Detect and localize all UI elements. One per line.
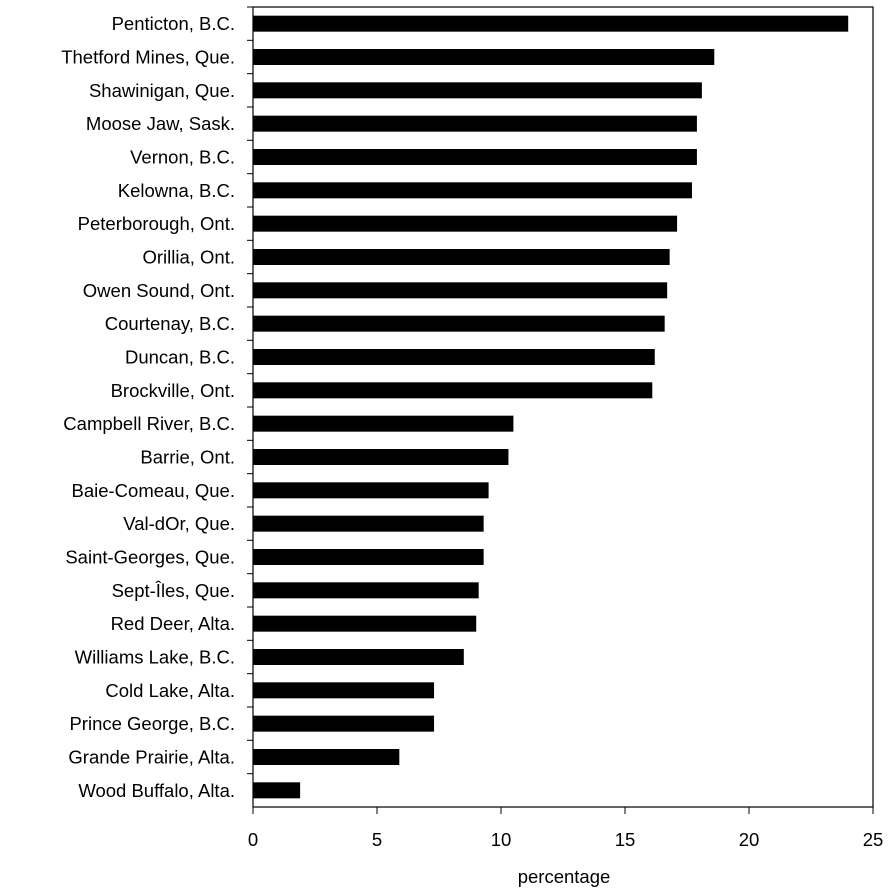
category-label: Duncan, B.C. [125,347,235,368]
category-label: Campbell River, B.C. [63,413,235,434]
bar [253,149,697,165]
category-label: Thetford Mines, Que. [61,47,235,68]
bar [253,482,489,499]
x-tick-label: 20 [739,829,760,850]
category-label: Williams Lake, B.C. [75,647,235,668]
category-label: Shawinigan, Que. [89,80,235,101]
category-label: Prince George, B.C. [69,713,235,734]
bar [253,749,400,765]
category-label: Vernon, B.C. [130,147,235,168]
bar [253,249,670,265]
bar [253,582,479,599]
category-label: Wood Buffalo, Alta. [78,780,235,801]
category-label: Cold Lake, Alta. [105,680,235,701]
category-label: Barrie, Ont. [140,447,235,468]
category-label: Sept-Îles, Que. [112,580,235,601]
bar [253,615,477,632]
bar [253,82,702,99]
x-tick-label: 5 [372,829,382,850]
bar [253,515,484,532]
bar [253,349,655,365]
bars-layer [253,15,849,799]
x-tick-label: 10 [491,829,512,850]
bar [253,782,301,799]
bar [253,282,668,299]
bar [253,415,514,432]
category-label: Saint-Georges, Que. [65,547,235,568]
bar [253,115,697,132]
category-label: Val-dOr, Que. [123,513,235,534]
category-label: Moose Jaw, Sask. [86,113,235,134]
bar [253,315,665,332]
category-label: Owen Sound, Ont. [83,280,235,301]
x-tick-label: 15 [615,829,636,850]
plot-frame [252,6,874,808]
category-label: Kelowna, B.C. [118,180,235,201]
bar [253,215,678,232]
bar [253,182,692,199]
category-labels: Penticton, B.C. Thetford Mines, Que. Shawi… [61,13,235,801]
category-label: Peterborough, Ont. [78,213,235,234]
category-label: Red Deer, Alta. [111,613,235,634]
x-axis-title: percentage [518,866,611,887]
category-label: Penticton, B.C. [112,13,235,34]
axes: 0 5 10 15 20 25 [247,6,884,850]
category-label: Baie-Comeau, Que. [71,480,235,501]
category-label: Courtenay, B.C. [105,313,235,334]
category-label: Orillia, Ont. [142,247,235,268]
x-tick-label: 25 [863,829,884,850]
bar [253,649,464,665]
x-tick-label: 0 [248,829,258,850]
bar [253,49,715,65]
category-label: Grande Prairie, Alta. [68,747,235,768]
bar [253,15,849,32]
bar [253,682,435,699]
bar [253,382,653,399]
bar [253,715,435,732]
bar [253,449,509,465]
bar [253,549,484,565]
category-label: Brockville, Ont. [111,380,235,401]
